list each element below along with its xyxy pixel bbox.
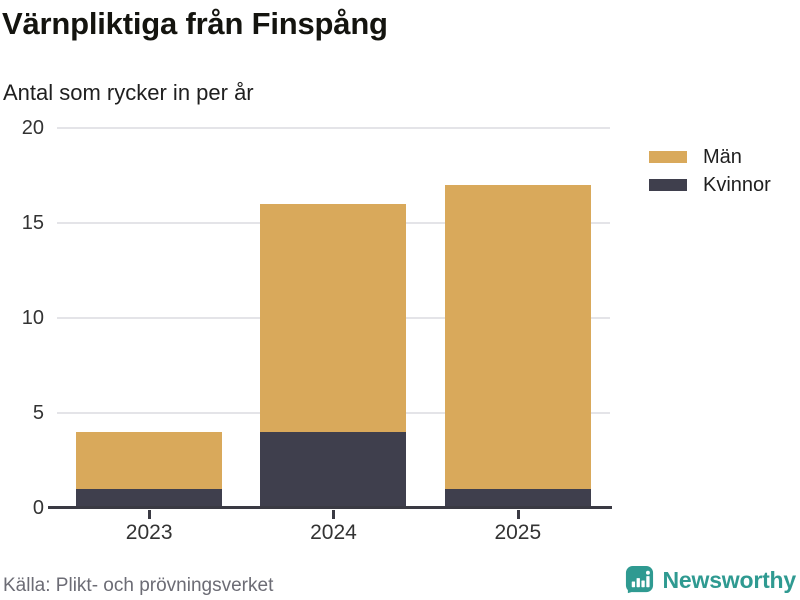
bar-group-2025: 2025 bbox=[426, 128, 610, 544]
x-tick-label-2025: 2025 bbox=[494, 521, 542, 544]
source-note: Källa: Plikt- och prövningsverket bbox=[3, 575, 274, 596]
bar-group-2023: 2023 bbox=[57, 128, 241, 544]
legend-label-män: Män bbox=[703, 145, 742, 168]
y-tick-label-5: 5 bbox=[32, 402, 44, 424]
chart-subtitle: Antal som rycker in per år bbox=[3, 80, 254, 105]
y-tick-label-15: 15 bbox=[21, 212, 44, 234]
chart-title: Värnpliktiga från Finspång bbox=[2, 6, 388, 41]
legend-swatch-kvinnor bbox=[649, 179, 687, 191]
x-tick-label-2023: 2023 bbox=[125, 521, 173, 544]
brand-name: Newsworthy bbox=[662, 566, 797, 593]
legend: Män Kvinnor bbox=[649, 145, 771, 196]
bar-segment-2024-kvinnor bbox=[260, 432, 407, 508]
gridline-y-20 bbox=[57, 127, 610, 129]
x-tick-2024 bbox=[332, 510, 336, 519]
legend-item-kvinnor: Kvinnor bbox=[649, 173, 771, 196]
bar-stack-2024 bbox=[260, 204, 407, 508]
bar-segment-2025-män bbox=[444, 185, 591, 489]
y-tick-label-10: 10 bbox=[21, 307, 44, 329]
y-tick-label-0: 0 bbox=[32, 497, 44, 519]
bar-stack-2023 bbox=[76, 432, 223, 508]
y-tick-label-20: 20 bbox=[21, 117, 44, 139]
bar-stack-2025 bbox=[444, 185, 591, 508]
bar-segment-2024-män bbox=[260, 204, 407, 432]
x-tick-2023 bbox=[148, 510, 152, 519]
brand-logo: Newsworthy bbox=[624, 564, 796, 596]
plot-area: 2023 2024 2025 bbox=[48, 127, 612, 544]
legend-item-män: Män bbox=[649, 145, 771, 168]
bar-segment-2025-kvinnor bbox=[444, 489, 591, 508]
legend-label-kvinnor: Kvinnor bbox=[703, 173, 771, 196]
y-axis-labels: 0 5 10 15 20 bbox=[0, 118, 46, 518]
bar-group-2024: 2024 bbox=[241, 128, 425, 544]
newsworthy-bubble-chart-icon bbox=[624, 564, 655, 596]
x-tick-2025 bbox=[516, 510, 520, 519]
bar-segment-2023-män bbox=[76, 432, 223, 489]
x-tick-label-2024: 2024 bbox=[310, 521, 357, 544]
bar-segment-2023-kvinnor bbox=[76, 489, 223, 508]
legend-swatch-män bbox=[649, 151, 687, 163]
x-axis-line bbox=[48, 506, 612, 509]
